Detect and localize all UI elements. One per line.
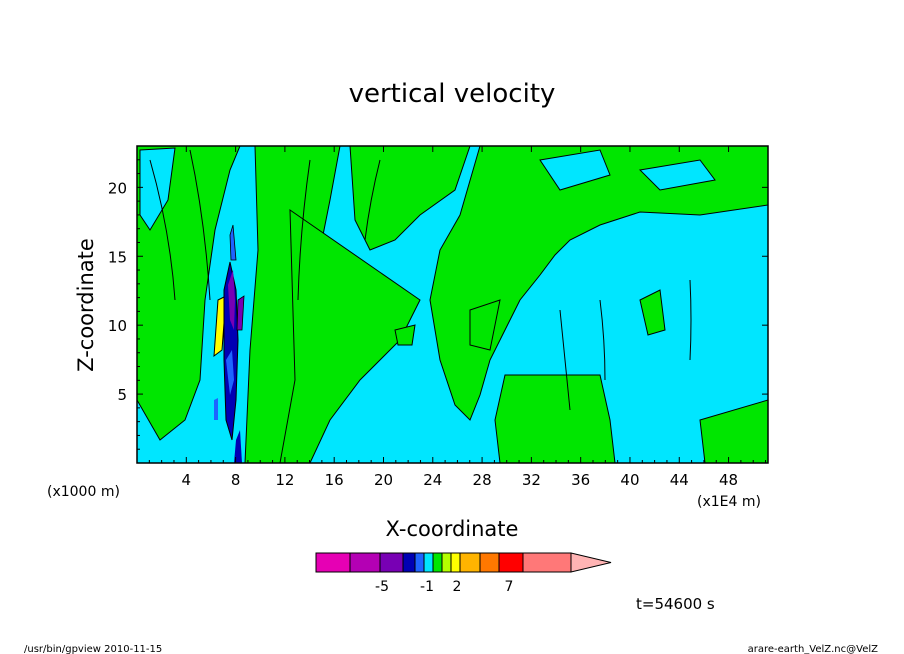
x-tick-label: 24 [423, 471, 442, 489]
colorbar-tick-label: 7 [505, 579, 514, 595]
footer-right: arare-earth_VelZ.nc@VelZ [748, 644, 879, 654]
x-tick-label: 28 [473, 471, 492, 489]
y-tick-label: 10 [108, 317, 127, 335]
x-tick-label: 32 [522, 471, 541, 489]
x-axis-label: X-coordinate [386, 517, 519, 541]
colorbar-extend-arrow [570, 552, 612, 573]
colorbar-segment [522, 552, 572, 573]
x-tick-label: 16 [325, 471, 344, 489]
y-tick-label: 15 [108, 248, 127, 266]
contour-field [137, 146, 768, 463]
x-tick-label: 12 [275, 471, 294, 489]
colorbar-segment [349, 552, 381, 573]
colorbar-segment [450, 552, 461, 573]
x-axis-unit: (x1000 m) [47, 484, 120, 500]
x-tick-label: 4 [182, 471, 192, 489]
colorbar-segment [479, 552, 500, 573]
y-tick-label: 20 [108, 179, 127, 197]
colorbar-segment [402, 552, 416, 573]
x-tick-label: 8 [231, 471, 241, 489]
chart-title: vertical velocity [349, 79, 556, 109]
x-tick-label: 20 [374, 471, 393, 489]
colorbar-labels: -5 -1 2 7 [375, 579, 513, 595]
x-tick-label: 40 [620, 471, 639, 489]
colorbar-segment [432, 552, 443, 573]
colorbar-segment [414, 552, 425, 573]
colorbar-segment [315, 552, 351, 573]
y-axis-label: Z-coordinate [74, 238, 98, 372]
colorbar-tick-label: 2 [453, 579, 462, 595]
x-axis: 4 8 12 16 20 24 28 32 36 40 44 48 [148, 146, 767, 489]
footer-left: /usr/bin/gpview 2010-11-15 [24, 644, 162, 654]
colorbar-segment [379, 552, 404, 573]
colorbar-tick-label: -5 [375, 579, 389, 595]
x-axis-unit-secondary: (x1E4 m) [697, 494, 761, 510]
colorbar-segment [498, 552, 524, 573]
colorbar-tick-label: -1 [420, 579, 434, 595]
time-annotation: t=54600 s [636, 595, 715, 613]
colorbar-segment [423, 552, 434, 573]
y-axis: 5 10 15 20 [108, 159, 768, 450]
colorbar [315, 552, 612, 573]
y-tick-label: 5 [117, 386, 127, 404]
convective-core [213, 224, 245, 463]
x-tick-label: 36 [571, 471, 590, 489]
x-tick-label: 44 [670, 471, 689, 489]
x-tick-label: 48 [719, 471, 738, 489]
colorbar-segment [459, 552, 481, 573]
colorbar-segment [441, 552, 452, 573]
plot-frame [136, 145, 769, 464]
